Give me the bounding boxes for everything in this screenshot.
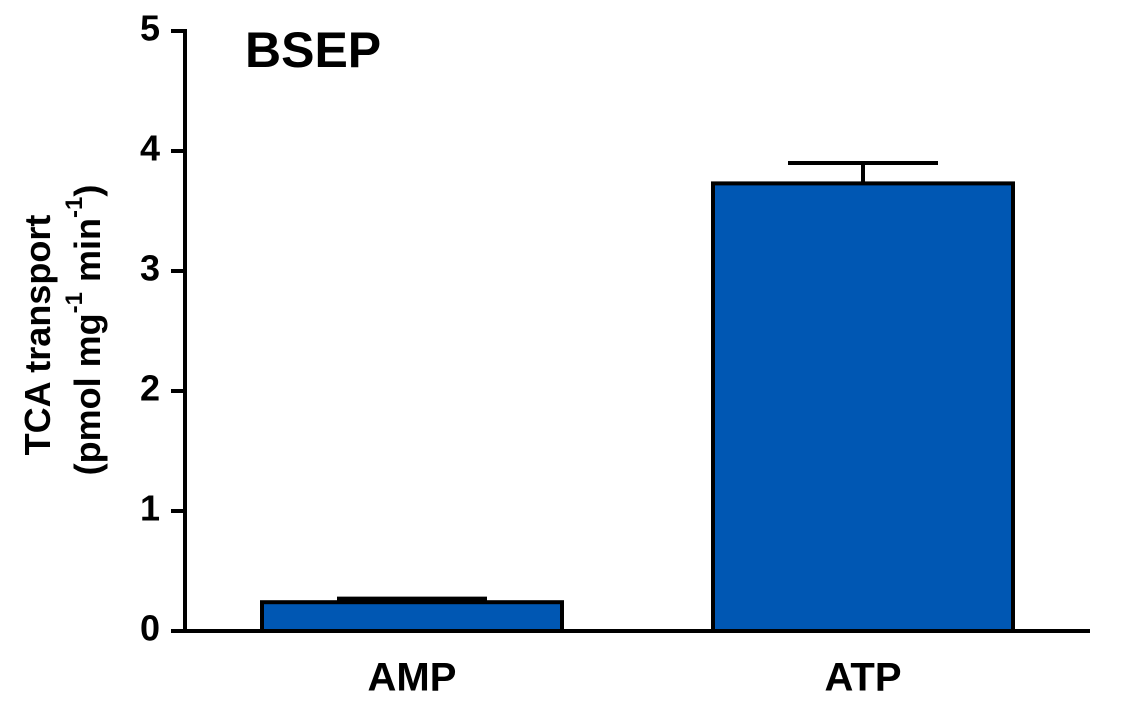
y-axis-label: TCA transport (pmol mg-1min-1): [17, 185, 108, 476]
y-tick-label: 2: [140, 368, 160, 409]
y-tick-label: 0: [140, 608, 160, 649]
y-label-part: min: [67, 218, 108, 282]
y-label-part: (pmol mg-1min-1): [61, 185, 107, 476]
y-label-sup: -1: [61, 197, 88, 218]
bar: [711, 181, 1015, 633]
y-label-part: (pmol mg: [67, 313, 108, 475]
chart-title: BSEP: [245, 22, 381, 78]
y-label-line: TCA transport: [17, 215, 58, 456]
y-tick-label: 5: [140, 8, 160, 49]
y-tick-label: 4: [140, 128, 160, 169]
x-tick-label: AMP: [368, 656, 457, 700]
bar: [260, 600, 564, 634]
y-tick-label: 3: [140, 248, 160, 289]
y-label-sup: -1: [61, 292, 88, 313]
y-label-part: ): [67, 185, 108, 197]
y-tick-label: 1: [140, 488, 160, 529]
x-tick-label: ATP: [824, 656, 901, 700]
